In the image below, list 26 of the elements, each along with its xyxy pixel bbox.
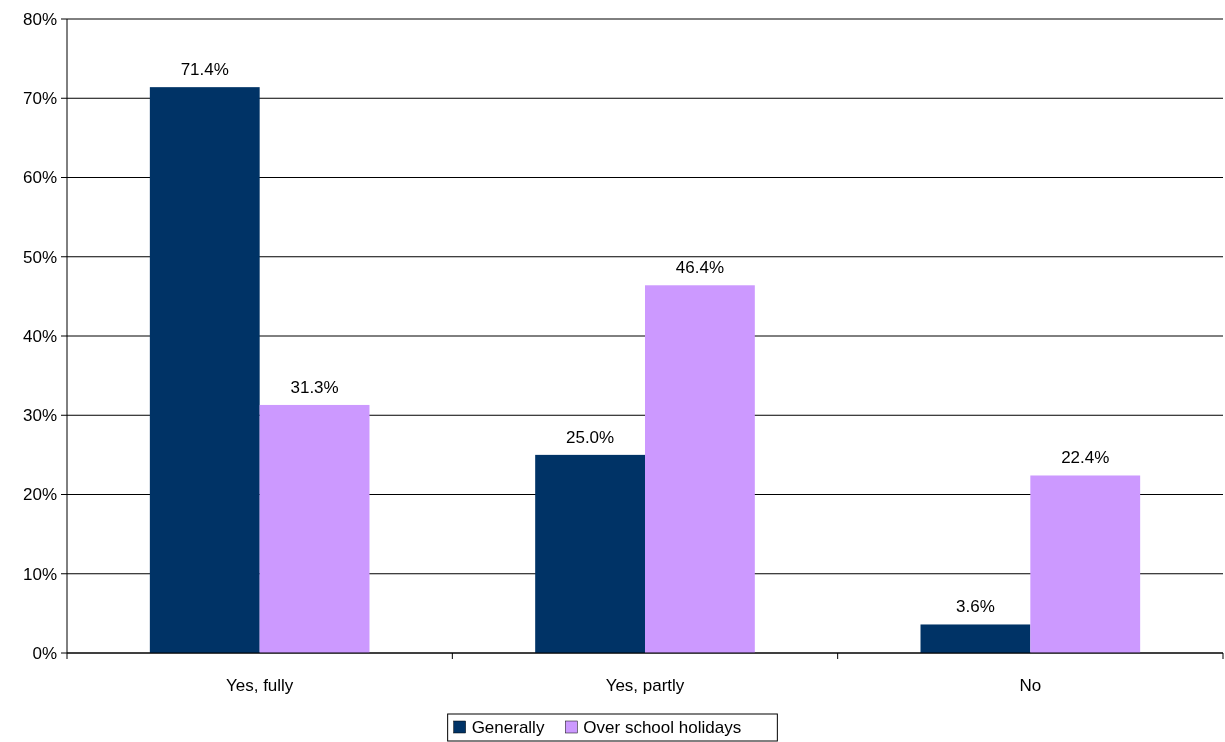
- data-label: 71.4%: [180, 60, 229, 80]
- data-label: 31.3%: [290, 377, 339, 397]
- data-label: 46.4%: [675, 258, 725, 278]
- legend-label: Over school holidays: [583, 717, 742, 737]
- x-tick-label: Yes, partly: [605, 676, 685, 695]
- data-label: 25.0%: [565, 427, 615, 447]
- bar: [149, 87, 260, 653]
- bar: [535, 454, 645, 653]
- bar: [1030, 475, 1141, 653]
- y-tick-label: 10%: [22, 564, 57, 584]
- data-label: 22.4%: [1061, 448, 1110, 468]
- y-tick-label: 80%: [22, 9, 57, 29]
- y-tick-label: 0%: [32, 643, 57, 663]
- y-tick-label: 50%: [22, 247, 57, 267]
- bar: [645, 285, 755, 653]
- y-tick-label: 20%: [22, 485, 57, 505]
- data-label: 3.6%: [956, 597, 995, 617]
- y-tick-label: 60%: [22, 168, 57, 188]
- y-tick-label: 40%: [22, 326, 57, 346]
- bar: [920, 624, 1031, 653]
- x-tick-label: No: [1019, 676, 1042, 695]
- bar: [259, 404, 370, 653]
- y-tick-label: 30%: [22, 406, 57, 426]
- y-tick-label: 70%: [22, 89, 57, 109]
- legend-label: Generally: [471, 717, 545, 737]
- x-tick-label: Yes, fully: [225, 676, 294, 695]
